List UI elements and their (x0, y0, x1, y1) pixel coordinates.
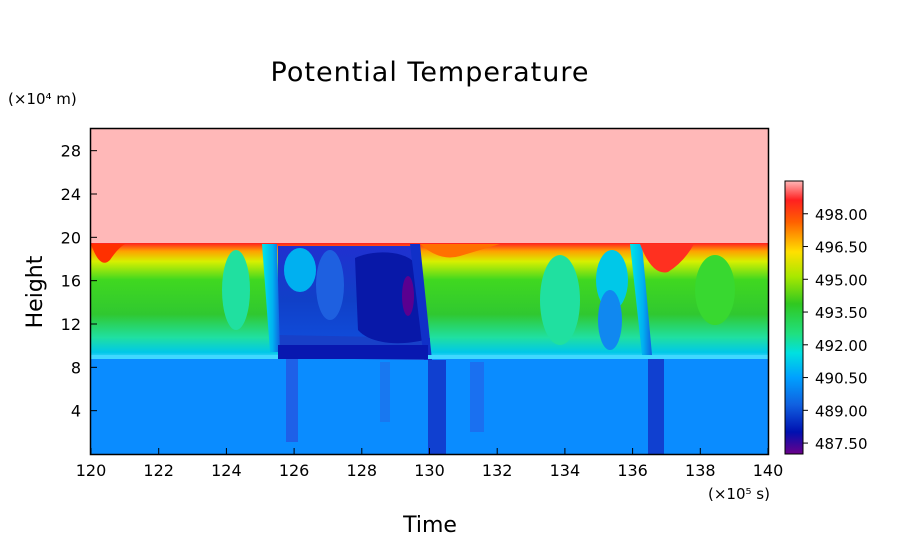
cyan-patch-2 (540, 255, 580, 345)
plot-frame (89, 127, 770, 456)
warm-dip-1 (91, 244, 125, 263)
front-2 (410, 244, 432, 360)
colorbar-labels: 498.00 496.50 495.00 493.50 492.00 490.50 489.… (803, 206, 868, 453)
colorbar-label: 496.50 (815, 239, 868, 257)
y-tick-label: 20 (61, 228, 81, 247)
warm-dip-3 (420, 244, 500, 258)
y-axis-ticks: 4 8 12 16 20 24 28 (61, 142, 97, 421)
mid-blue-patch (284, 248, 316, 292)
colorbar-label: 489.00 (815, 402, 868, 420)
x-tick-label: 140 (753, 461, 784, 480)
x-tick-label: 136 (617, 461, 648, 480)
front-3 (630, 244, 652, 355)
x-tick-label: 124 (211, 461, 242, 480)
heatmap-field (91, 129, 768, 454)
colorbar-label: 498.00 (815, 206, 868, 224)
colorbar-label: 487.50 (815, 435, 868, 453)
y-tick-label: 16 (61, 272, 81, 291)
cold-core (402, 276, 414, 316)
green-patch-1 (695, 255, 735, 325)
lower-interface (91, 355, 768, 359)
y-tick-label: 12 (61, 315, 81, 334)
y-tick-label: 4 (71, 402, 81, 421)
x-axis-unit: (×10⁵ s) (708, 485, 770, 503)
chart-title: Potential Temperature (271, 57, 590, 88)
streak-5 (380, 362, 390, 422)
y-axis-unit: (×10⁴ m) (8, 90, 77, 108)
x-tick-label: 134 (550, 461, 581, 480)
lower-interface-dark (278, 345, 428, 359)
y-axis-label: Height (23, 255, 48, 328)
streak-1 (286, 358, 298, 442)
x-axis-ticks: 120 122 124 126 128 130 132 134 136 138 140 (76, 448, 784, 480)
colorbar-label: 495.00 (815, 271, 868, 289)
x-tick-label: 138 (685, 461, 716, 480)
streak-4 (648, 358, 664, 454)
streak-2 (428, 360, 446, 454)
cold-region-c (355, 252, 424, 344)
x-tick-label: 128 (347, 461, 378, 480)
x-tick-label: 120 (76, 461, 107, 480)
colorbar (784, 180, 804, 455)
x-tick-label: 132 (482, 461, 513, 480)
x-tick-label: 130 (414, 461, 445, 480)
y-tick-label: 24 (61, 185, 81, 204)
x-axis-label: Time (402, 513, 457, 538)
colorbar-label: 492.00 (815, 337, 868, 355)
colorbar-label: 493.50 (815, 304, 868, 322)
streak-3 (470, 362, 484, 432)
x-tick-label: 126 (279, 461, 310, 480)
mid-blue-patch-2 (316, 250, 344, 320)
x-tick-label: 122 (143, 461, 174, 480)
cyan-patch-4 (598, 290, 622, 350)
cyan-patch-1 (222, 250, 250, 330)
warm-dip-2 (640, 244, 694, 273)
upper-layer (91, 129, 768, 245)
y-tick-label: 8 (71, 358, 81, 377)
colorbar-label: 490.50 (815, 370, 868, 388)
y-tick-label: 28 (61, 142, 81, 161)
front-1 (262, 244, 280, 352)
